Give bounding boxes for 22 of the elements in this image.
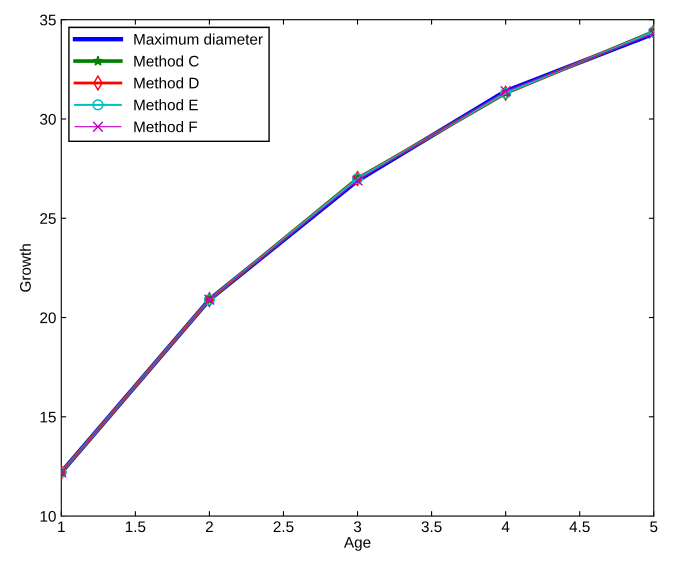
y-tick-label: 35 xyxy=(40,14,56,26)
x-tick-label: 2 xyxy=(206,521,213,532)
legend-label: Method D xyxy=(134,77,199,88)
y-tick-label: 20 xyxy=(40,312,56,324)
x-tick-label: 5 xyxy=(650,521,658,532)
y-tick-label: 15 xyxy=(40,412,56,422)
legend-label: Maximum diameter xyxy=(134,33,263,45)
x-axis-title: Age xyxy=(344,537,370,551)
y-tick-label: 25 xyxy=(40,213,56,224)
y-axis-title: Growth xyxy=(20,244,31,292)
x-tick-label: 1 xyxy=(58,521,65,532)
x-tick-label: 4 xyxy=(502,521,510,532)
y-tick-label: 30 xyxy=(40,114,56,125)
x-tick-label: 1.5 xyxy=(126,521,146,532)
x-tick-label: 3.5 xyxy=(422,521,442,532)
legend-label: Method C xyxy=(134,55,199,67)
x-tick-label: 3 xyxy=(354,521,362,532)
y-tick-label: 10 xyxy=(40,510,56,522)
x-tick-label: 4.5 xyxy=(569,521,590,532)
legend-label: Method E xyxy=(134,99,198,110)
legend-label: Method F xyxy=(134,121,198,132)
x-tick-label: 2.5 xyxy=(274,521,294,532)
